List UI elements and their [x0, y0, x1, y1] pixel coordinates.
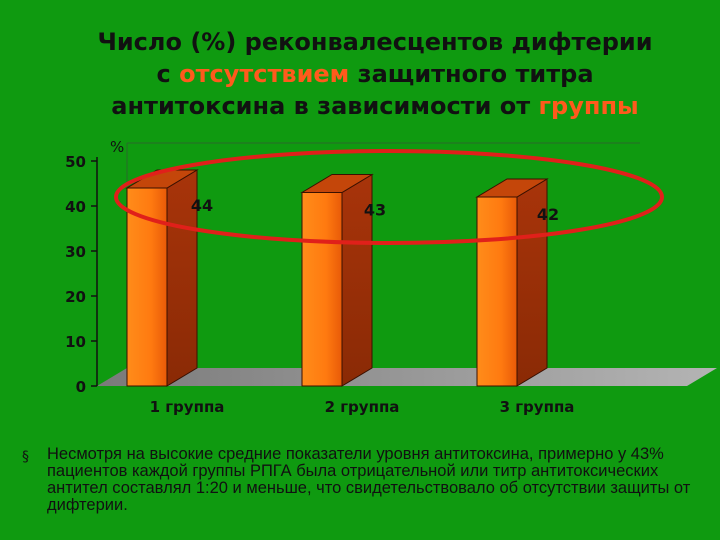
data-label: 42: [537, 205, 559, 224]
y-tick-label: 40: [65, 198, 86, 216]
title-text: Число (%) реконвалесцентов дифтерии: [97, 28, 653, 56]
y-tick-label: 10: [65, 333, 86, 351]
x-category-label: 1 группа: [150, 398, 225, 416]
title-accent-text: отсутствием: [179, 60, 350, 88]
highlight-ellipse: [114, 149, 664, 245]
bullet-text: Несмотря на высокие средние показатели у…: [47, 445, 691, 514]
y-tick-label: 20: [65, 288, 86, 306]
bullet-icon: §: [22, 449, 29, 465]
x-category-label: 2 группа: [325, 398, 400, 416]
title-text: защитного титра: [349, 60, 594, 88]
slide-title: Число (%) реконвалесцентов дифтерии с отс…: [40, 26, 710, 122]
y-tick-label: 30: [65, 243, 86, 261]
y-axis-label: %: [110, 138, 124, 156]
y-tick-label: 0: [76, 378, 86, 396]
title-text: с: [156, 60, 180, 88]
bar: [301, 192, 343, 387]
title-text: антитоксина в зависимости от: [111, 92, 539, 120]
y-tick-label: 50: [65, 153, 86, 171]
x-category-label: 3 группа: [500, 398, 575, 416]
chart-floor: [97, 368, 717, 386]
data-label: 43: [364, 201, 386, 220]
data-label: 44: [191, 196, 213, 215]
title-accent-text: группы: [538, 92, 639, 120]
bar: [476, 196, 518, 387]
